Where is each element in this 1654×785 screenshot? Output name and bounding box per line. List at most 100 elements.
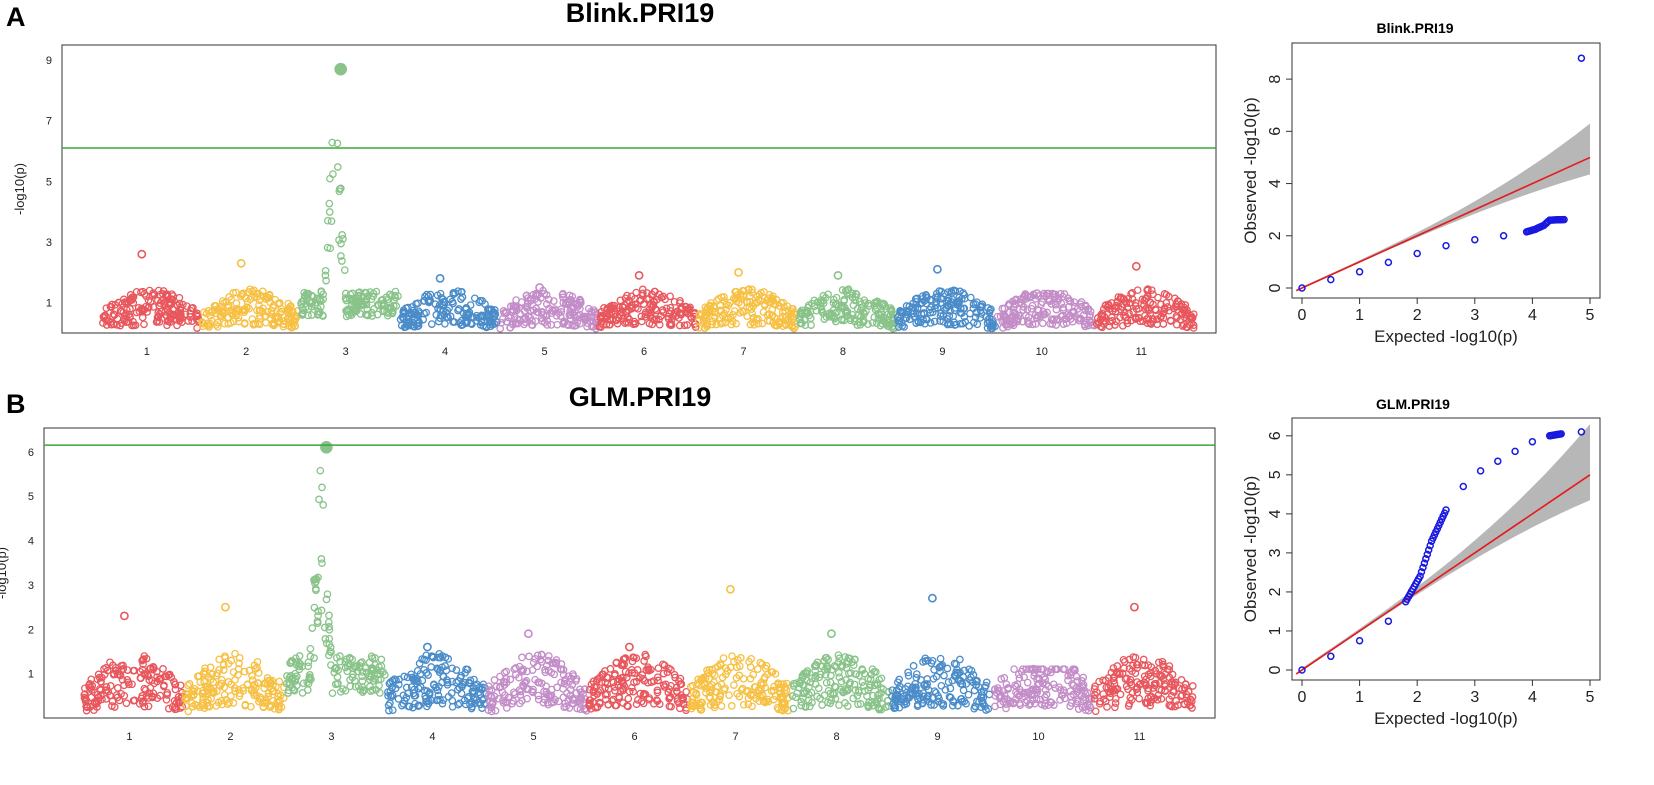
manhattan-b-snp-point bbox=[234, 685, 243, 694]
manhattan-a-snp-point bbox=[1075, 316, 1084, 325]
manhattan-b-snp-point bbox=[1184, 687, 1193, 696]
qq-b-qq-point bbox=[1423, 550, 1432, 559]
manhattan-b-peak-point-chr11 bbox=[1130, 602, 1139, 612]
manhattan-a-snp-point bbox=[1113, 298, 1122, 307]
manhattan-a-peak-point-chr7 bbox=[734, 267, 743, 277]
manhattan-b-snp-point bbox=[502, 667, 511, 676]
manhattan-a-snp-point bbox=[870, 299, 879, 308]
manhattan-a-snp-point bbox=[248, 315, 257, 323]
manhattan-b-snp-point bbox=[267, 701, 276, 710]
manhattan-b-snp-point bbox=[894, 695, 902, 703]
manhattan-a-snp-point bbox=[483, 305, 492, 313]
manhattan-b-snp-point bbox=[1002, 700, 1011, 708]
manhattan-b-snp-point bbox=[438, 699, 447, 708]
manhattan-b-snp-point bbox=[701, 674, 710, 682]
manhattan-a-xtick-label: 11 bbox=[1136, 346, 1147, 358]
manhattan-a-snp-point bbox=[768, 311, 776, 320]
manhattan-b-snp-point bbox=[224, 678, 233, 686]
manhattan-a-snp-point bbox=[736, 290, 745, 298]
manhattan-a-snp-point bbox=[624, 318, 633, 327]
manhattan-b-snp-point bbox=[273, 698, 281, 707]
manhattan-b-snp-point bbox=[93, 703, 101, 711]
manhattan-a-snp-point bbox=[886, 306, 895, 315]
manhattan-a-chromosome-10-points bbox=[993, 289, 1099, 332]
manhattan-a-snp-point bbox=[1159, 313, 1168, 322]
manhattan-b-snp-point bbox=[402, 683, 411, 692]
manhattan-b-snp-point bbox=[161, 672, 170, 681]
manhattan-a-snp-point bbox=[917, 299, 926, 307]
manhattan-a-snp-point bbox=[1141, 305, 1150, 313]
manhattan-a-snp-point bbox=[841, 303, 849, 312]
manhattan-b-snp-point bbox=[339, 685, 347, 693]
manhattan-b-snp-point bbox=[215, 666, 223, 674]
manhattan-a-snp-point bbox=[695, 311, 704, 320]
manhattan-b-snp-point bbox=[365, 671, 374, 680]
manhattan-b-snp-point bbox=[447, 689, 456, 697]
manhattan-b-snp-point bbox=[409, 703, 417, 712]
manhattan-b-snp-point bbox=[629, 687, 638, 696]
manhattan-b-snp-point bbox=[843, 702, 852, 710]
manhattan-b-snp-point bbox=[1116, 690, 1125, 699]
manhattan-b-xtick-label: 10 bbox=[1032, 731, 1044, 743]
manhattan-b-snp-point bbox=[306, 652, 315, 661]
manhattan-b-snp-point bbox=[287, 658, 295, 667]
manhattan-b-snp-point bbox=[241, 701, 250, 710]
manhattan-b-snp-point bbox=[576, 685, 584, 694]
panel-letter-b: B bbox=[6, 389, 26, 419]
manhattan-b-snp-point bbox=[442, 676, 451, 684]
manhattan-b-snp-point bbox=[200, 704, 209, 712]
manhattan-b-snp-point bbox=[452, 678, 461, 687]
manhattan-a-snp-point bbox=[511, 312, 519, 321]
manhattan-b-snp-point bbox=[318, 559, 326, 568]
manhattan-a-snp-point bbox=[711, 313, 719, 322]
manhattan-a-snp-point bbox=[218, 307, 226, 315]
manhattan-a-snp-point bbox=[138, 307, 147, 316]
manhattan-b-snp-point bbox=[842, 676, 850, 684]
manhattan-b-xtick-label: 1 bbox=[126, 731, 132, 743]
manhattan-a-xtick-label: 10 bbox=[1036, 346, 1048, 358]
manhattan-a-snp-point bbox=[1080, 320, 1089, 329]
manhattan-b-snp-point bbox=[619, 699, 627, 707]
manhattan-a-snp-point bbox=[498, 314, 507, 323]
qq-b-qq-point bbox=[1298, 666, 1306, 674]
manhattan-b-snp-point bbox=[488, 700, 497, 708]
qq-a-qq-point bbox=[1442, 241, 1450, 250]
manhattan-b-snp-point bbox=[366, 687, 375, 695]
manhattan-a-snp-point bbox=[754, 295, 763, 304]
manhattan-a-snp-point bbox=[838, 286, 847, 294]
manhattan-a-snp-point bbox=[797, 319, 806, 328]
manhattan-b-snp-point bbox=[960, 666, 969, 675]
manhattan-a-snp-point bbox=[732, 287, 741, 296]
manhattan-b-snp-point bbox=[799, 669, 808, 678]
manhattan-b-snp-point bbox=[611, 701, 620, 710]
manhattan-b-snp-point bbox=[266, 703, 275, 711]
manhattan-b-snp-point bbox=[410, 691, 419, 700]
manhattan-b-snp-point bbox=[957, 695, 965, 703]
manhattan-b-snp-point bbox=[1143, 698, 1152, 707]
manhattan-b-snp-point bbox=[163, 688, 172, 697]
manhattan-b-snp-point bbox=[399, 691, 408, 700]
manhattan-b-snp-point bbox=[718, 673, 727, 682]
manhattan-a-snp-point bbox=[270, 320, 279, 329]
manhattan-b-snp-point bbox=[461, 678, 469, 687]
manhattan-b-snp-point bbox=[797, 701, 806, 710]
manhattan-b-snp-point bbox=[654, 676, 662, 685]
manhattan-a-snp-point bbox=[993, 312, 1002, 321]
manhattan-a-peak-point-chr9 bbox=[933, 264, 942, 274]
manhattan-a-snp-point bbox=[359, 292, 368, 301]
manhattan-b-snp-point bbox=[1150, 679, 1159, 688]
manhattan-b-snp-point bbox=[460, 696, 469, 705]
manhattan-b-snp-point bbox=[516, 691, 525, 699]
manhattan-a-snp-point bbox=[373, 300, 382, 309]
manhattan-a-peak-point-chr6 bbox=[634, 270, 644, 280]
manhattan-b-snp-point bbox=[303, 686, 312, 694]
manhattan-b-snp-point bbox=[1146, 692, 1155, 700]
manhattan-b-snp-point bbox=[541, 668, 550, 677]
manhattan-b-snp-point bbox=[873, 679, 882, 688]
manhattan-b-snp-point bbox=[1073, 688, 1082, 696]
manhattan-a-snp-point bbox=[694, 316, 703, 325]
manhattan-b-snp-point bbox=[164, 671, 173, 679]
manhattan-a-snp-point bbox=[748, 318, 757, 327]
manhattan-a-snp-point bbox=[1024, 319, 1032, 327]
manhattan-b-snp-point bbox=[759, 697, 768, 706]
